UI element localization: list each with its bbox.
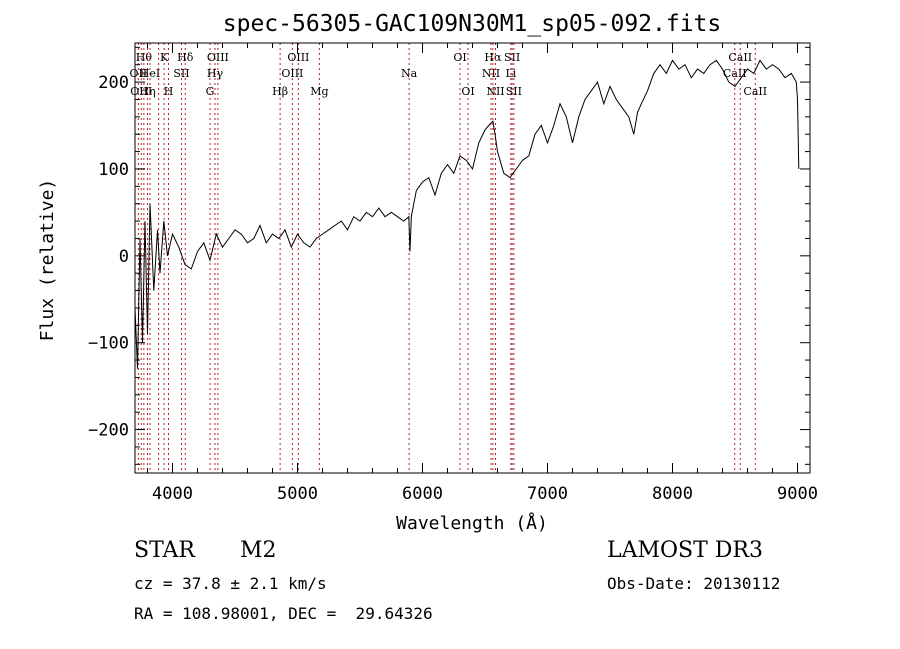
axes: 4000 5000 6000 7000 8000 9000 −200 −100 0 100 200	[88, 43, 818, 504]
marker-label: OI	[453, 51, 466, 64]
marker-label: Na	[401, 67, 418, 80]
y-tick-label: 0	[119, 247, 129, 267]
y-tick-label: 200	[98, 73, 129, 93]
marker-label: OII	[130, 67, 148, 80]
y-axis-label: Flux (relative)	[37, 179, 58, 342]
marker-label: CaII	[723, 67, 747, 80]
marker-label: Hβ	[272, 85, 288, 98]
obs-date-text: Obs-Date: 20130112	[607, 574, 781, 593]
marker-label: HeI	[140, 67, 160, 80]
y-tick-label: −100	[88, 334, 129, 354]
marker-label: K	[160, 51, 169, 64]
marker-label: H	[164, 85, 174, 98]
marker-label: Mg	[310, 85, 328, 98]
x-tick-label: 7000	[527, 484, 568, 504]
marker-label: SII	[506, 85, 522, 98]
marker-label: CaII	[728, 51, 752, 64]
marker-label: Li	[505, 67, 516, 80]
marker-label: SII	[504, 51, 520, 64]
marker-label: Hδ	[177, 51, 194, 64]
x-axis-label: Wavelength (Å)	[396, 512, 548, 534]
ra-dec-text: RA = 108.98001, DEC = 29.64326	[134, 604, 433, 623]
marker-label: OI	[461, 85, 474, 98]
x-tick-label: 5000	[277, 484, 318, 504]
marker-label: OIII	[130, 85, 152, 98]
marker-label: CaII	[743, 85, 767, 98]
y-tick-label: −200	[88, 421, 129, 441]
marker-label: OIII	[287, 51, 309, 64]
marker-label: NII	[486, 85, 504, 98]
chart-title: spec-56305-GAC109N30M1_sp05-092.fits	[223, 11, 722, 37]
marker-label: G	[206, 85, 215, 98]
marker-label: Hγ	[207, 67, 224, 80]
plot-frame	[134, 42, 811, 474]
marker-label: Hη	[139, 85, 155, 98]
marker-label: OIII	[281, 67, 303, 80]
survey-label: LAMOST DR3	[607, 538, 763, 563]
class-label: STAR	[134, 538, 195, 563]
redshift-text: cz = 37.8 ± 2.1 km/s	[134, 574, 327, 593]
x-tick-label: 8000	[652, 484, 693, 504]
x-tick-label: 4000	[152, 484, 193, 504]
subclass-label: M2	[240, 538, 277, 563]
marker-label: Hθ	[136, 51, 153, 64]
marker-label: OIII	[207, 51, 229, 64]
marker-label: Hα	[484, 51, 502, 64]
y-tick-label: 100	[98, 160, 129, 180]
x-tick-label: 9000	[777, 484, 818, 504]
spectrum-line	[134, 59, 800, 369]
marker-label: NII	[482, 67, 500, 80]
marker-label: SII	[173, 67, 189, 80]
x-tick-label: 6000	[402, 484, 443, 504]
